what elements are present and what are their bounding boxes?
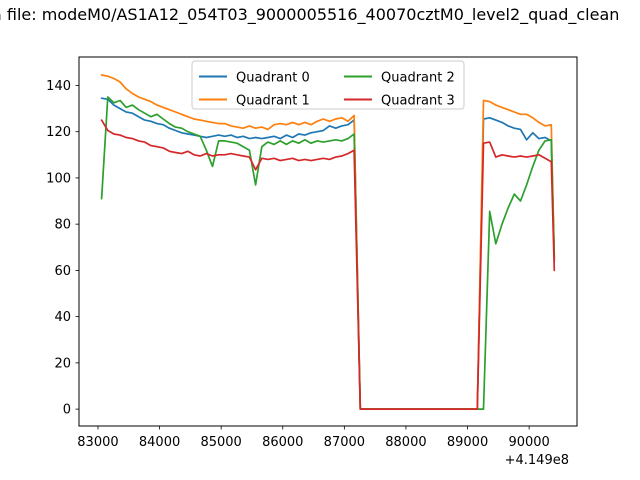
x-tick-label: 90000: [508, 435, 549, 450]
x-tick-label: 88000: [385, 435, 426, 450]
x-tick-label: 84000: [139, 435, 180, 450]
y-tick-label: 140: [46, 79, 71, 94]
series-quadrant-0-line: [100, 97, 556, 410]
y-tick-label: 40: [54, 310, 71, 325]
x-tick-label: 85000: [200, 435, 241, 450]
legend-item-quadrant-3: Quadrant 3: [381, 93, 455, 108]
figure-title: a file: modeM0/AS1A12_054T03_9000005516_…: [0, 5, 620, 24]
x-axis-offset-label: +4.149e8: [504, 453, 569, 468]
y-tick-label: 20: [54, 356, 71, 371]
y-tick-label: 60: [54, 264, 71, 279]
x-tick-label: 87000: [324, 435, 365, 450]
legend-item-quadrant-1: Quadrant 1: [236, 93, 310, 108]
x-tick-label: 83000: [77, 435, 118, 450]
legend-box: [191, 60, 465, 110]
legend-item-quadrant-0: Quadrant 0: [236, 70, 310, 85]
x-tick-label: 86000: [262, 435, 303, 450]
series-quadrant-2-line: [100, 96, 556, 410]
y-tick-label: 100: [46, 171, 71, 186]
y-tick-label: 120: [46, 125, 71, 140]
series-quadrant-1-line: [100, 74, 556, 410]
legend-item-quadrant-2: Quadrant 2: [381, 70, 455, 85]
series-quadrant-3-line: [100, 119, 556, 410]
y-tick-label: 80: [54, 218, 71, 233]
y-tick-label: 0: [63, 403, 71, 418]
axes-frame: [78, 56, 578, 427]
x-tick-label: 89000: [447, 435, 488, 450]
